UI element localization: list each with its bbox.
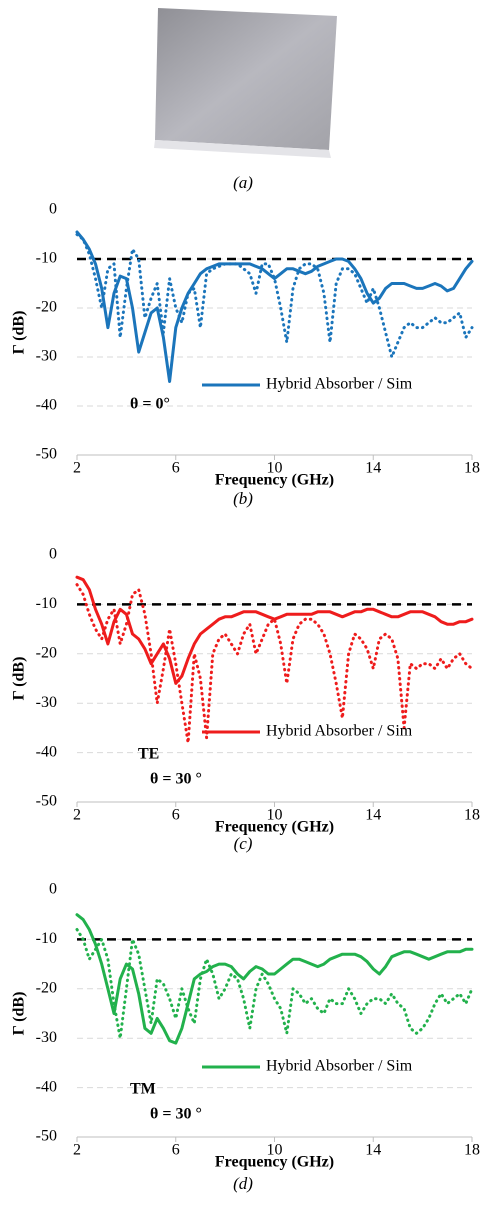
x-tick-label: 6 [172,1142,180,1159]
chart: 0 -10 -20 -30 -40 -50 2 6 10 14 18 Frequency (GHz) Γ… [11,201,480,508]
y-tick-label: -20 [36,299,57,316]
series-line [75,928,474,1040]
legend-label: Hybrid Absorber / Sim [266,1058,413,1075]
y-tick-label: -10 [36,250,57,267]
absorber-top [155,8,337,150]
series-line [75,230,474,383]
x-axis-label: Frequency (GHz) [215,819,334,836]
caption: (d) [233,1174,253,1193]
y-tick-label: 0 [49,881,57,898]
legend-label: Hybrid Absorber / Sim [266,376,413,393]
x-tick-label: 2 [73,807,81,824]
x-axis-label: Frequency (GHz) [215,1154,334,1171]
x-tick-label: 14 [365,1142,381,1159]
chart: 0 -10 -20 -30 -40 -50 2 6 10 14 18 Frequency (GHz) Γ… [11,881,480,1193]
annotation: TM [130,1081,156,1098]
y-tick-label: -50 [36,446,57,463]
y-tick-label: -40 [36,397,57,414]
x-tick-label: 18 [464,460,480,477]
y-tick-label: -30 [36,694,57,711]
y-tick-label: -40 [36,1078,57,1095]
y-tick-label: -10 [36,930,57,947]
y-tick-label: -50 [36,793,57,810]
x-tick-label: 14 [365,460,381,477]
y-tick-label: -20 [36,979,57,996]
y-tick-label: -30 [36,348,57,365]
photo [154,8,337,158]
x-tick-label: 2 [73,1142,81,1159]
series-line [75,913,474,1045]
caption: (c) [234,834,253,853]
absorber-edge [154,140,331,158]
y-axis-label: Γ (dB) [11,992,28,1036]
y-axis-label: Γ (dB) [11,657,28,701]
caption: (b) [233,489,253,508]
x-tick-label: 10 [267,1142,283,1159]
legend-label: Hybrid Absorber / Sim [266,723,413,740]
y-tick-label: -10 [36,595,57,612]
annotation: θ = 30 ° [150,771,202,788]
x-tick-label: 18 [464,807,480,824]
series-line [75,575,474,685]
y-tick-label: -50 [36,1128,57,1145]
x-axis-label: Frequency (GHz) [215,472,334,489]
y-tick-label: -30 [36,1029,57,1046]
y-tick-label: -40 [36,743,57,760]
chart: 0 -10 -20 -30 -40 -50 2 6 10 14 18 Frequency (GHz) Γ… [11,546,480,853]
x-tick-label: 10 [267,807,283,824]
y-tick-label: -20 [36,644,57,661]
y-axis-label: Γ (dB) [11,311,28,355]
series-line [75,233,474,359]
y-tick-label: 0 [49,546,57,563]
photo-caption: (a) [233,173,253,192]
annotation: θ = 0° [130,396,170,413]
x-tick-label: 6 [172,807,180,824]
y-tick-label: 0 [49,201,57,218]
series-line [75,583,474,745]
x-tick-label: 2 [73,460,81,477]
annotation: TE [138,746,159,763]
x-tick-label: 6 [172,460,180,477]
x-tick-label: 18 [464,1142,480,1159]
annotation: θ = 30 ° [150,1106,202,1123]
x-tick-label: 10 [267,460,283,477]
x-tick-label: 14 [365,807,381,824]
